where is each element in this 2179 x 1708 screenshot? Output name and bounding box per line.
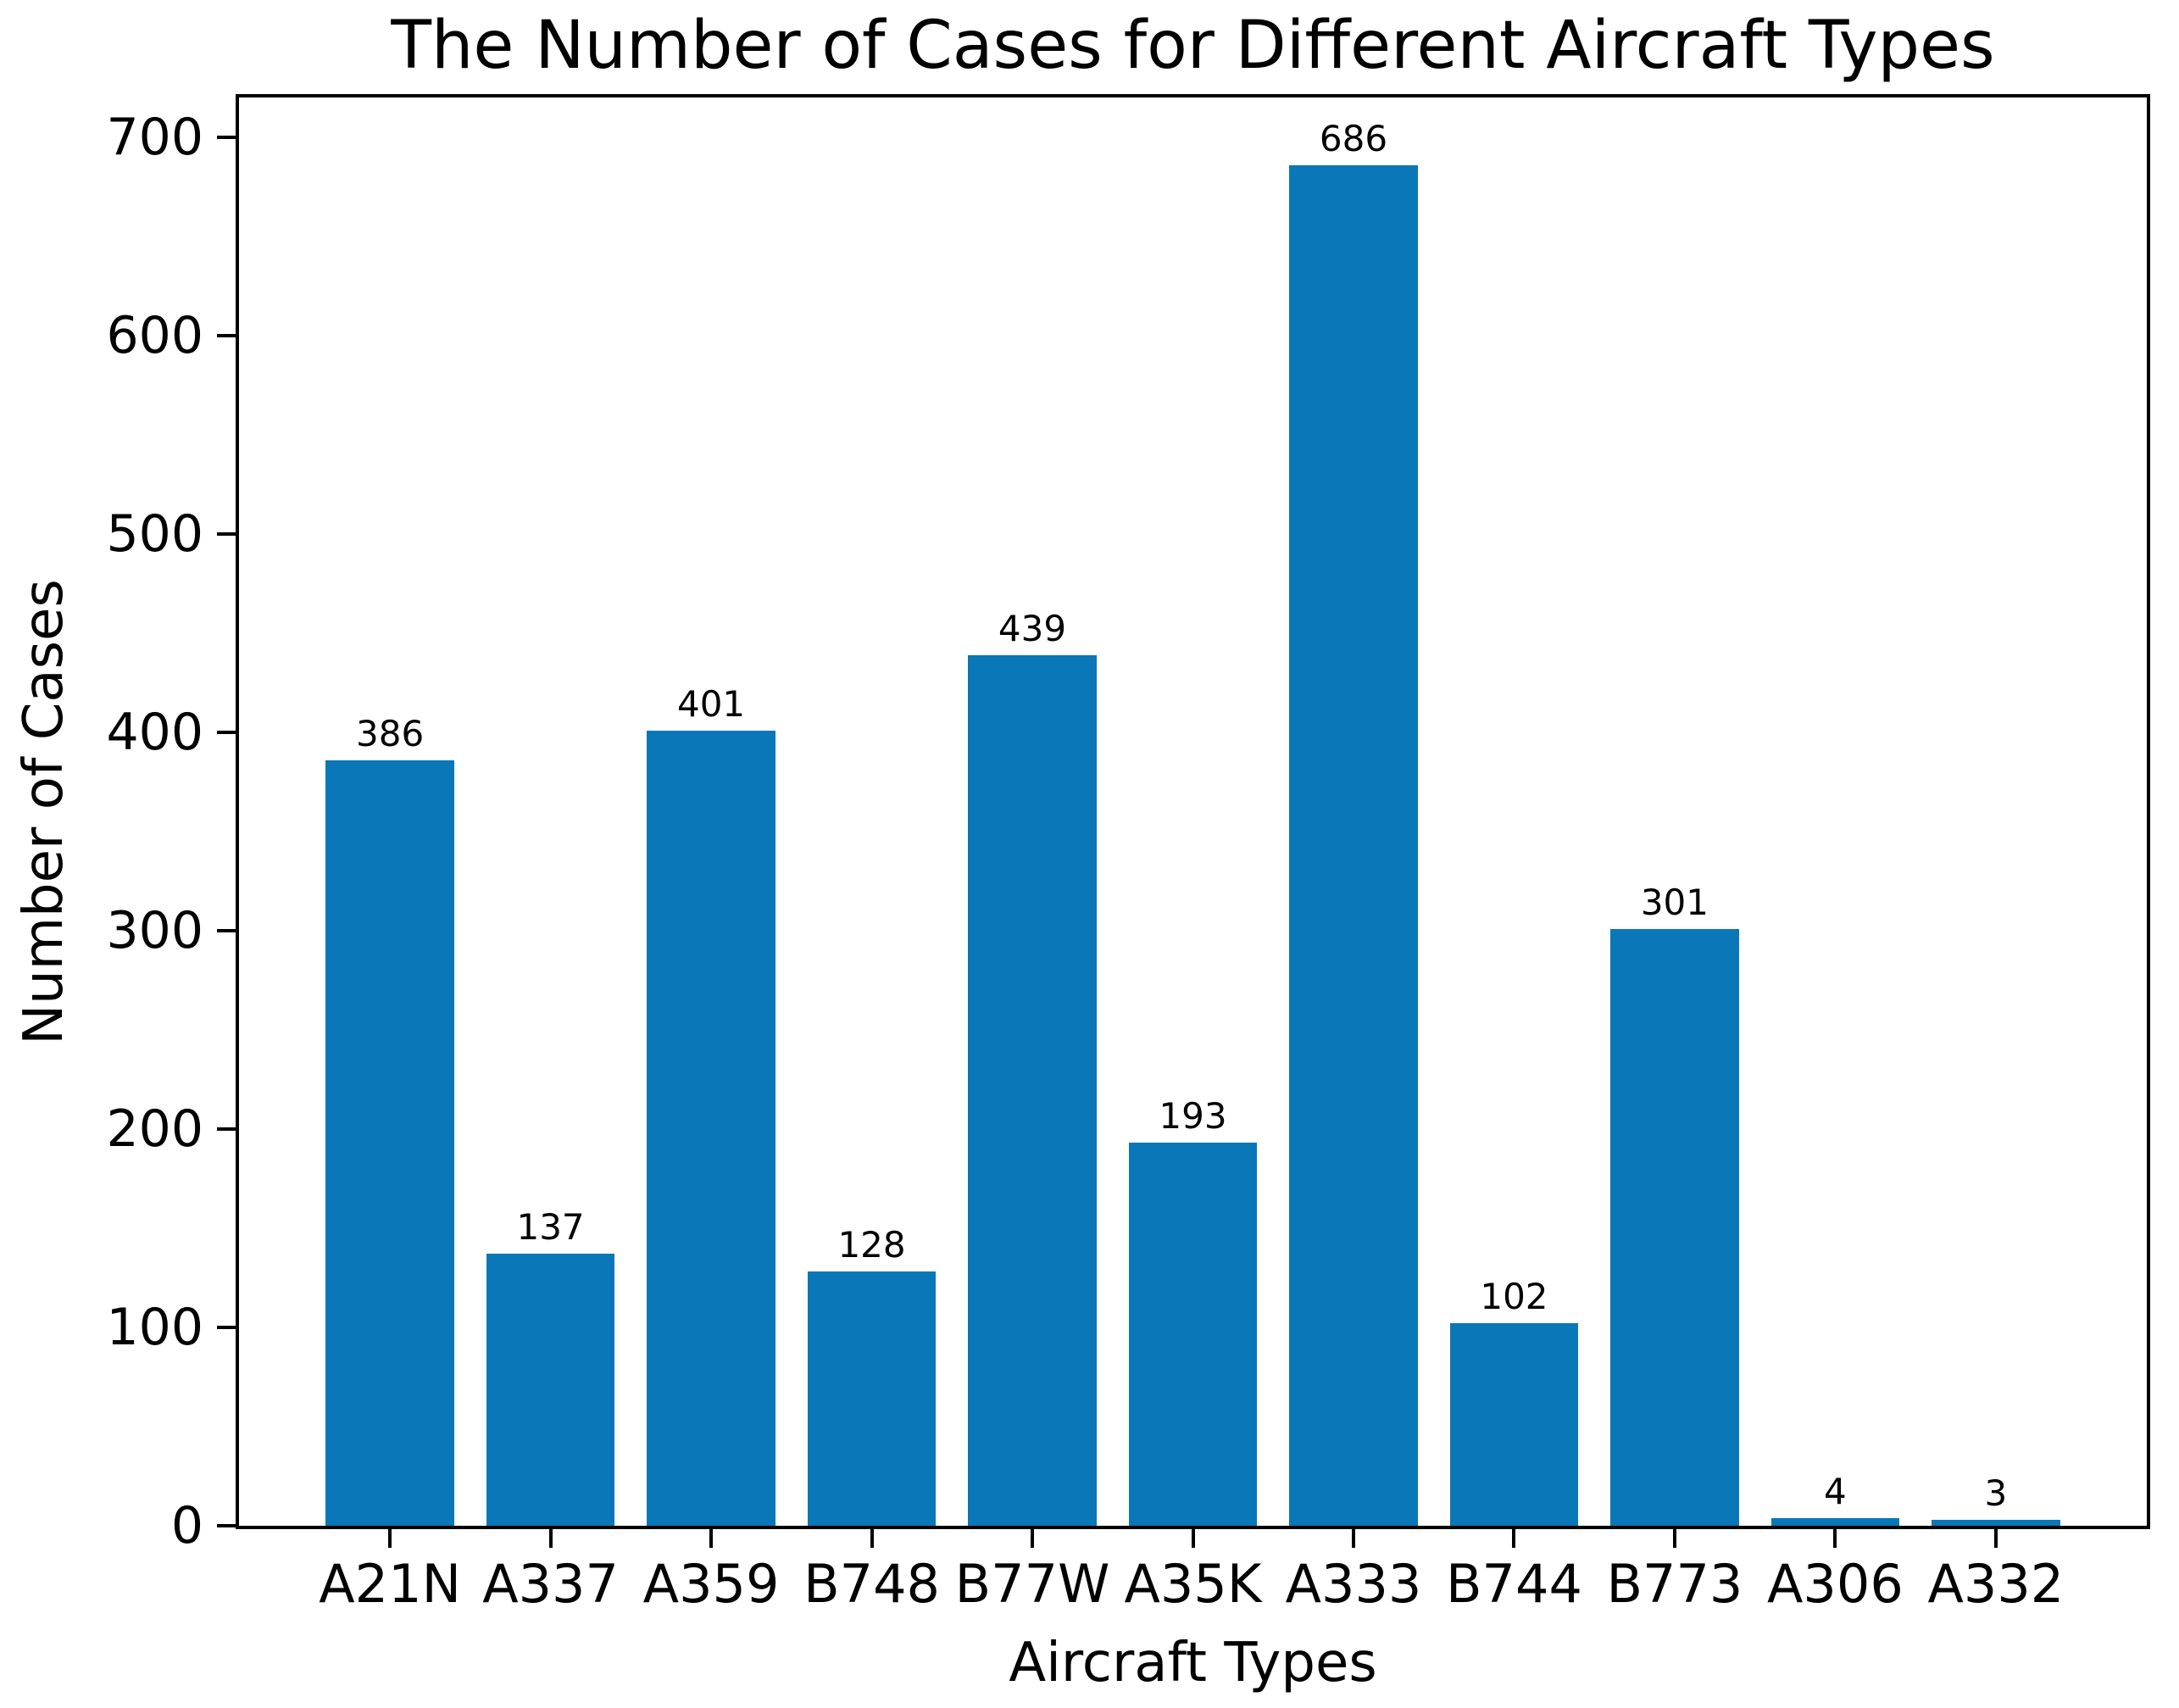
x-tick-label: A359 (642, 1553, 780, 1615)
y-tick-label: 700 (106, 107, 203, 167)
x-tick-label: A306 (1767, 1553, 1904, 1615)
bar-A332 (1932, 1520, 2060, 1526)
y-tick (217, 1127, 236, 1131)
bar-value-label: 137 (516, 1206, 585, 1248)
x-tick (709, 1529, 714, 1548)
bar-B77W (968, 655, 1097, 1526)
bar-A306 (1770, 1518, 1900, 1526)
x-tick-label: B744 (1446, 1553, 1582, 1615)
y-tick-label: 300 (106, 900, 203, 960)
x-tick (1351, 1529, 1355, 1548)
bar-A35K (1128, 1143, 1258, 1526)
y-tick (217, 1524, 236, 1527)
bar-B744 (1449, 1323, 1579, 1526)
bar-value-label: 401 (676, 683, 746, 725)
bar-A21N (325, 760, 454, 1526)
x-tick (870, 1529, 874, 1548)
x-tick (388, 1529, 392, 1548)
bar-value-label: 102 (1480, 1276, 1548, 1317)
x-tick-label: A332 (1927, 1553, 2065, 1615)
bar-B773 (1610, 929, 1739, 1526)
x-tick-label: A337 (482, 1553, 619, 1615)
x-tick (1833, 1529, 1837, 1548)
y-axis-label: Number of Cases (13, 579, 75, 1045)
x-tick (1512, 1529, 1516, 1548)
bar-value-label: 193 (1159, 1095, 1227, 1137)
x-tick-label: A333 (1285, 1553, 1422, 1615)
bar-value-label: 3 (1984, 1472, 2008, 1514)
y-tick (217, 531, 236, 536)
bar-A359 (647, 731, 775, 1526)
bar-B748 (807, 1271, 937, 1526)
y-tick (217, 333, 236, 337)
bar-value-label: 386 (356, 713, 425, 754)
x-tick-label: A21N (319, 1553, 461, 1615)
bar-value-label: 301 (1640, 882, 1709, 923)
y-tick-label: 500 (106, 503, 203, 564)
y-tick (217, 730, 236, 734)
y-tick (217, 135, 236, 139)
bar-value-label: 439 (998, 608, 1067, 649)
x-tick-label: A35K (1124, 1553, 1262, 1615)
x-tick (1993, 1529, 1998, 1548)
y-tick-label: 200 (106, 1099, 203, 1159)
y-tick-label: 400 (106, 702, 203, 762)
y-tick (217, 1325, 236, 1329)
x-tick-label: B77W (954, 1553, 1110, 1615)
x-tick (1672, 1529, 1676, 1548)
y-tick-label: 100 (106, 1297, 203, 1357)
x-tick (548, 1529, 553, 1548)
y-tick-label: 600 (106, 305, 203, 365)
x-tick (1191, 1529, 1195, 1548)
bar-value-label: 686 (1319, 118, 1388, 159)
x-tick-label: B773 (1606, 1553, 1743, 1615)
x-tick (1031, 1529, 1035, 1548)
bar-A337 (486, 1254, 615, 1526)
x-tick-label: B748 (803, 1553, 940, 1615)
y-tick (217, 928, 236, 932)
x-axis-label: Aircraft Types (1009, 1632, 1377, 1694)
bar-value-label: 4 (1824, 1471, 1847, 1512)
chart-title: The Number of Cases for Different Aircra… (391, 8, 1995, 84)
bar-value-label: 128 (837, 1224, 906, 1266)
y-tick-label: 0 (170, 1496, 203, 1555)
bar-A333 (1289, 165, 1418, 1526)
